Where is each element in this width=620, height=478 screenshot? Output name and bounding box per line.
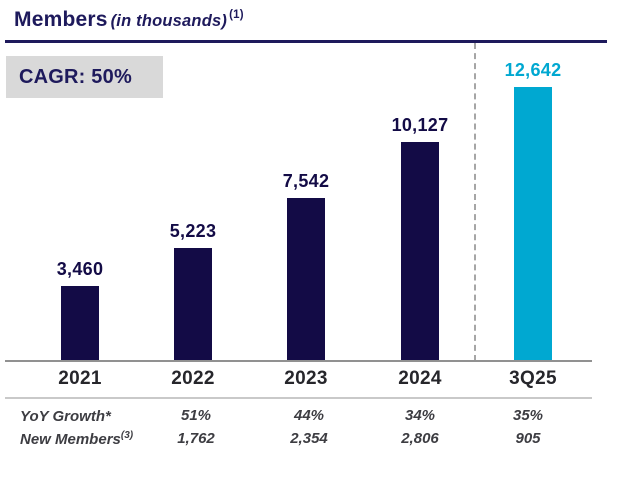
bar-value-2024: 10,127: [391, 115, 449, 135]
row-label-yoy-growth: YoY Growth*: [20, 408, 111, 425]
x-axis-line: [5, 360, 592, 362]
bar-group-2021: 3,460: [23, 44, 137, 361]
cagr-badge: CAGR: 50%: [6, 56, 163, 98]
cagr-badge-label: CAGR: 50%: [19, 65, 132, 88]
x-tick-2022: 2022: [171, 368, 215, 389]
yoy-growth-2024: 34%: [404, 407, 436, 424]
yoy-growth-2022: 51%: [180, 407, 212, 424]
x-tick-3q25: 3Q25: [509, 368, 557, 389]
title-qualifier: (in thousands): [110, 12, 228, 30]
bar-3q25: [514, 87, 552, 361]
bar-2021: [61, 286, 99, 361]
new-members-2023: 2,354: [290, 430, 328, 447]
table-row-new-members: New Members(3) 1,762 2,354 2,806 905: [0, 430, 620, 450]
title-main: Members: [14, 8, 108, 31]
table-separator-rule: [5, 397, 592, 399]
table-row-yoy-growth: YoY Growth* 51% 44% 34% 35%: [0, 407, 620, 427]
x-tick-2024: 2024: [398, 368, 442, 389]
bar-2023: [287, 198, 325, 361]
x-tick-2021: 2021: [58, 368, 102, 389]
new-members-3q25: 905: [515, 430, 541, 447]
yoy-growth-2023: 44%: [293, 407, 325, 424]
bar-2024: [401, 142, 439, 361]
bar-value-2023: 7,542: [282, 171, 330, 191]
yoy-growth-3q25: 35%: [512, 407, 544, 424]
quarter-divider-dashed-line: [474, 43, 476, 361]
page-title: Members (in thousands) (1): [14, 8, 244, 32]
bar-value-2021: 3,460: [56, 259, 104, 279]
title-divider-rule: [5, 40, 607, 43]
bar-group-2023: 7,542: [249, 44, 363, 361]
new-members-2022: 1,762: [177, 430, 215, 447]
bar-group-3q25: 12,642: [476, 44, 590, 361]
new-members-2024: 2,806: [401, 430, 439, 447]
bar-value-2022: 5,223: [169, 221, 217, 241]
x-tick-2023: 2023: [284, 368, 328, 389]
bar-group-2022: 5,223: [136, 44, 250, 361]
bar-group-2024: 10,127: [363, 44, 477, 361]
bar-value-3q25: 12,642: [504, 60, 562, 80]
title-footnote-marker: (1): [229, 9, 244, 21]
row-label-new-members: New Members(3): [20, 430, 134, 448]
bar-2022: [174, 248, 212, 361]
